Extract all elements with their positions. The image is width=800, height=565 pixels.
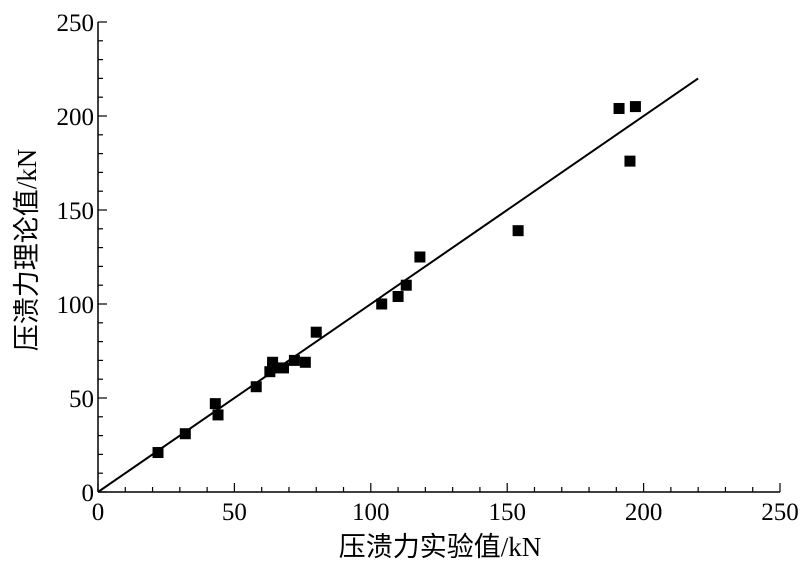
data-points [152,101,641,459]
data-point [250,381,262,393]
data-point [299,356,311,368]
y-tick-label: 0 [82,480,95,507]
data-point [414,251,426,263]
y-tick-label: 200 [57,104,95,131]
ticks [97,21,781,493]
y-tick-label: 100 [57,292,95,319]
data-point [512,225,524,237]
axes [97,22,780,493]
data-point [209,398,221,410]
x-tick-label: 250 [761,499,799,526]
data-point [267,356,279,368]
x-axis-title: 压溃力实验值/kN [339,532,542,562]
data-point [278,362,290,374]
data-point [376,298,388,310]
data-point [613,102,625,114]
x-tick-label: 150 [488,499,526,526]
data-point [152,447,164,459]
x-tick-label: 100 [352,499,390,526]
data-point [400,279,412,291]
data-point [288,354,300,366]
x-tick-label: 200 [625,499,663,526]
x-tick-label: 50 [222,499,247,526]
tick-labels: 0 50 100 150 200 250 0 50 100 150 200 250 [57,10,799,526]
data-point [624,155,636,167]
data-point [310,326,322,338]
y-tick-label: 150 [57,198,95,225]
data-point [392,290,404,302]
data-point [267,362,279,374]
x-tick-label: 0 [92,499,105,526]
data-point [629,101,641,113]
data-point [179,428,191,440]
fit-line [97,77,699,493]
data-point [212,409,224,421]
y-tick-label: 250 [57,10,95,37]
y-tick-label: 50 [69,386,94,413]
y-axis-title: 压溃力理论值/kN [12,149,42,352]
